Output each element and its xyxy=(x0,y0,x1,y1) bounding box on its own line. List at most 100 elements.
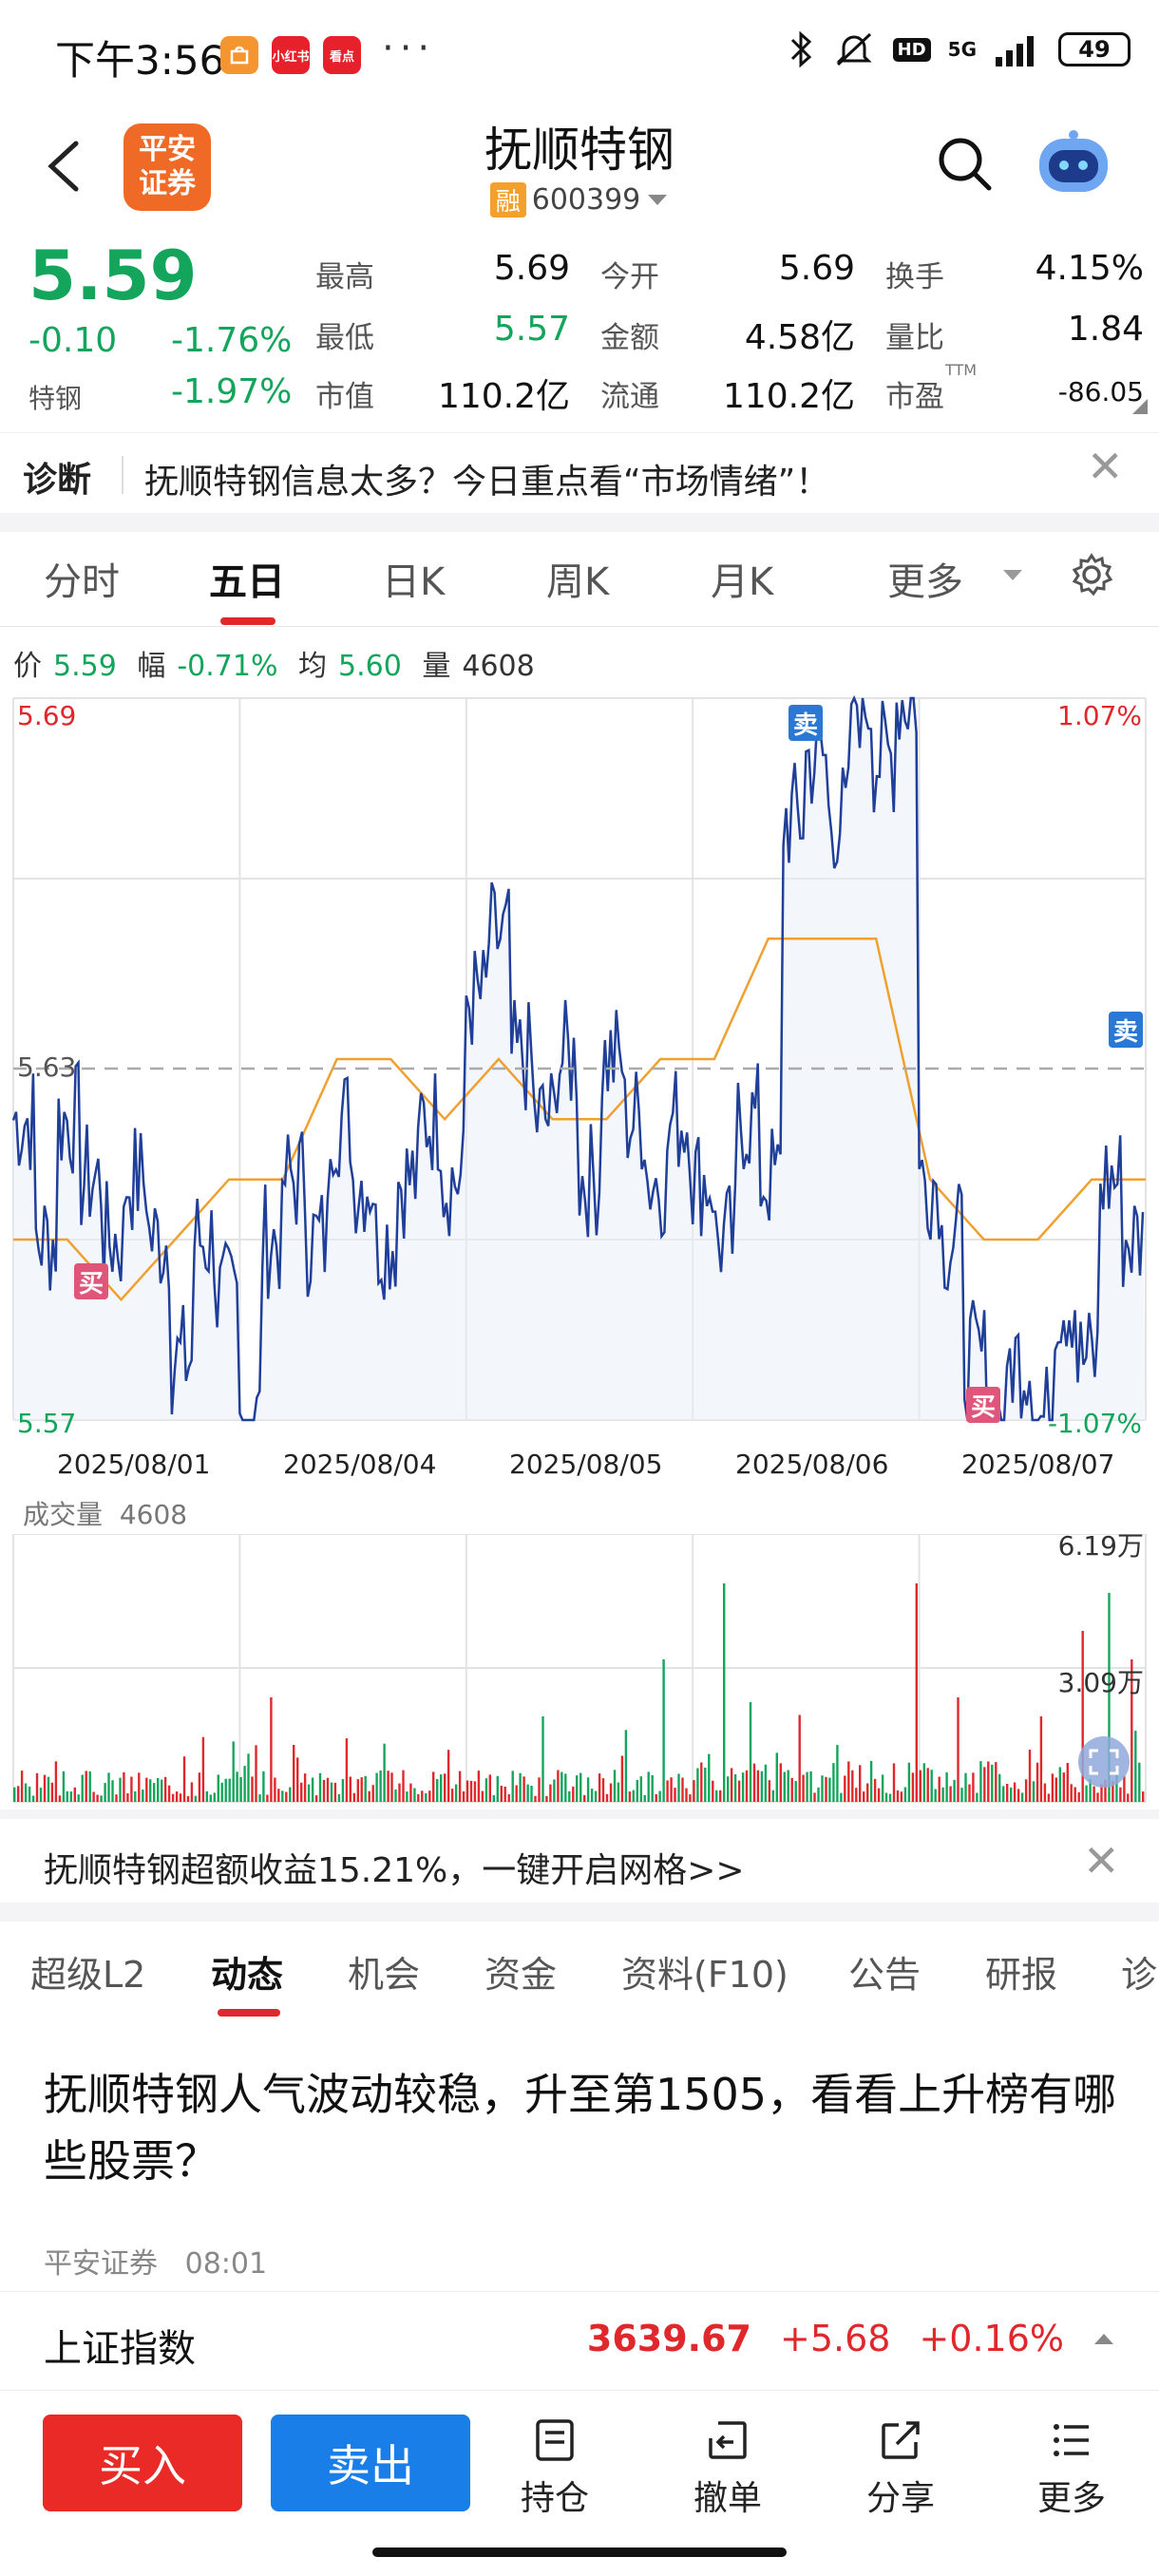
volume-bar xyxy=(968,1784,971,1802)
buy-mark[interactable]: 买 xyxy=(966,1387,1000,1423)
quote-value: 1.84 xyxy=(1067,310,1144,349)
tab-super-l2[interactable]: 超级L2 xyxy=(30,1954,146,1996)
nav-share[interactable]: 分享 xyxy=(844,2417,958,2520)
price-chart[interactable]: 5.69 5.63 5.57 1.07% -1.07% 买 卖买 卖 xyxy=(0,693,1159,1444)
volume-bar xyxy=(605,1793,609,1802)
volume-bar xyxy=(685,1788,688,1802)
tab-weekly-k[interactable]: 周K xyxy=(546,560,610,604)
tab-f10[interactable]: 资料(F10) xyxy=(621,1954,788,1996)
volume-bar xyxy=(69,1791,72,1802)
volume-bar xyxy=(1138,1762,1141,1802)
volume-bar xyxy=(987,1761,990,1802)
active-tab-indicator xyxy=(218,2009,280,2017)
y-min-label: 5.57 xyxy=(17,1408,76,1439)
close-icon[interactable]: ✕ xyxy=(1087,441,1124,492)
buy-button[interactable]: 买入 xyxy=(43,2415,242,2511)
sell-mark[interactable]: 卖 xyxy=(788,705,823,741)
volume-bar xyxy=(802,1774,805,1802)
index-bar[interactable] xyxy=(0,2291,1159,2391)
volume-bar xyxy=(13,1787,16,1802)
nav-positions[interactable]: 持仓 xyxy=(498,2417,612,2520)
quote-label: 市盈 xyxy=(885,380,944,414)
chevron-up-icon[interactable] xyxy=(1092,2331,1115,2346)
volume-bar xyxy=(636,1779,638,1802)
tab-opportunity[interactable]: 机会 xyxy=(348,1954,421,1996)
volume-bar xyxy=(444,1773,446,1802)
volume-bar xyxy=(289,1787,292,1802)
volume-bar xyxy=(213,1792,216,1802)
banner-text[interactable]: 抚顺特钢超额收益15.21%，一键开启网格>> xyxy=(44,1851,745,1890)
volume-bar xyxy=(394,1790,397,1802)
divider xyxy=(122,456,124,494)
volume-bar xyxy=(583,1794,586,1802)
volume-bar xyxy=(262,1771,265,1802)
quote-value: 5.57 xyxy=(493,310,570,349)
volume-bar xyxy=(632,1790,635,1802)
news-title[interactable]: 抚顺特钢人气波动较稳，升至第1505，看看上升榜有哪些股票？ xyxy=(44,2069,1117,2187)
gear-icon[interactable] xyxy=(1070,553,1113,597)
tab-research[interactable]: 研报 xyxy=(985,1954,1058,1996)
volume-bar xyxy=(198,1772,201,1802)
more-dropdown-icon[interactable] xyxy=(1001,568,1024,583)
volume-chart[interactable]: 6.19万 3.09万 xyxy=(0,1534,1159,1805)
ttm-label: TTM xyxy=(945,361,978,379)
nav-cancel-order[interactable]: 撤单 xyxy=(671,2417,785,2520)
trade-mark-label: 买 xyxy=(79,1270,104,1298)
volume-bar xyxy=(708,1753,711,1802)
chart-vol: 4608 xyxy=(462,650,535,683)
tab-news[interactable]: 动态 xyxy=(211,1954,284,1996)
volume-bar xyxy=(85,1771,87,1802)
y-max-label: 5.69 xyxy=(17,700,76,731)
volume-bar xyxy=(243,1766,246,1802)
volume-bar xyxy=(62,1771,66,1802)
tab-diagnosis[interactable]: 诊 xyxy=(1121,1954,1158,1996)
volume-bar xyxy=(666,1780,669,1802)
volume-bar xyxy=(473,1781,477,1802)
volume-bar xyxy=(371,1785,374,1802)
tab-monthly-k[interactable]: 月K xyxy=(711,560,774,604)
back-arrow-icon[interactable] xyxy=(42,138,86,195)
volume-bar xyxy=(417,1793,420,1802)
volume-bar xyxy=(130,1776,133,1802)
volume-bar xyxy=(466,1780,469,1802)
volume-bar xyxy=(594,1790,598,1802)
tab-announcements[interactable]: 公告 xyxy=(848,1954,922,1996)
stock-code-row[interactable]: 融 600399 xyxy=(0,182,1159,218)
volume-bar xyxy=(941,1787,944,1802)
volume-bar xyxy=(953,1779,956,1802)
diagnosis-bar[interactable]: 诊断 抚顺特钢信息太多？今日重点看“市场情绪”！ ✕ xyxy=(0,432,1159,518)
buy-mark[interactable]: 买 xyxy=(74,1263,108,1299)
volume-bar xyxy=(1074,1787,1076,1802)
tab-intraday[interactable]: 分时 xyxy=(44,560,120,604)
volume-bar xyxy=(352,1792,355,1802)
volume-bar xyxy=(239,1776,242,1802)
volume-bar xyxy=(888,1793,892,1802)
volume-bar xyxy=(58,1795,62,1802)
tab-funds[interactable]: 资金 xyxy=(484,1954,558,1996)
corner-expand-icon[interactable] xyxy=(1130,397,1150,416)
tab-daily-k[interactable]: 日K xyxy=(382,560,446,604)
volume-bar xyxy=(866,1783,869,1802)
search-icon[interactable] xyxy=(934,133,995,194)
home-indicator xyxy=(372,2548,787,2557)
menu-icon xyxy=(1054,2424,1089,2456)
volume-bar xyxy=(511,1771,514,1802)
tab-more[interactable]: 更多 xyxy=(887,560,963,604)
sector-name[interactable]: 特钢 xyxy=(28,383,83,414)
volume-bar xyxy=(440,1774,443,1802)
volume-bar xyxy=(620,1755,624,1802)
quote-value: -86.05 xyxy=(1057,376,1144,407)
close-icon[interactable]: ✕ xyxy=(1083,1835,1120,1886)
volume-bar xyxy=(681,1777,684,1802)
broker-logo: 平安证券 xyxy=(124,123,211,211)
diagnosis-label: 诊断 xyxy=(23,461,92,500)
fullscreen-icon[interactable] xyxy=(1078,1736,1130,1788)
tab-five-day[interactable]: 五日 xyxy=(209,560,285,604)
assistant-robot-icon[interactable] xyxy=(1036,129,1112,198)
nav-more[interactable]: 更多 xyxy=(1015,2417,1129,2520)
sell-button[interactable]: 卖出 xyxy=(271,2415,470,2511)
volume-bar xyxy=(205,1790,208,1802)
sell-mark[interactable]: 卖 xyxy=(1109,1012,1143,1048)
volume-bar xyxy=(855,1788,858,1802)
volume-bar xyxy=(96,1794,99,1802)
